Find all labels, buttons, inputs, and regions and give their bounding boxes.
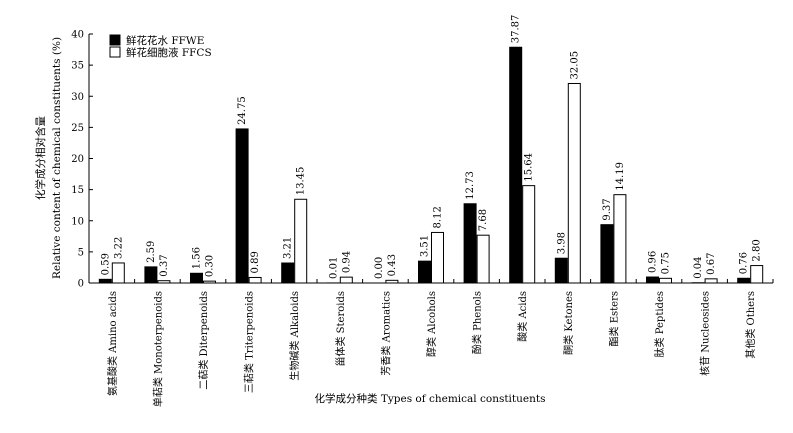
y-tick-label: 0 — [78, 279, 84, 290]
legend-label-ffwe: 鲜花花水 FFWE — [126, 34, 204, 47]
x-tick-label: 酸类 Acids — [516, 291, 529, 342]
bar-ffwe — [463, 203, 477, 284]
bar-value-labels: 0.593.22 2.590.37 1.56 0.30 24.75 0.89 3.21 13.… — [100, 15, 762, 279]
x-tick-label: 酚类 Phenols — [471, 291, 484, 354]
y-tick-label: 5 — [78, 247, 84, 258]
bar-label-ffcs: 7.68 — [478, 209, 489, 231]
bar-ffwe — [190, 272, 203, 284]
bar-label-ffwe: 9.37 — [602, 198, 613, 220]
bar-label-ffcs: 0.75 — [661, 252, 672, 274]
legend: 鲜花花水 FFWE 鲜花细胞液 FFCS — [109, 34, 212, 59]
bar-ffcs — [476, 234, 490, 284]
bar-label-ffcs: 2.80 — [752, 239, 763, 261]
y-tick-label: 10 — [71, 216, 84, 227]
y-tick-label: 40 — [71, 30, 84, 41]
x-tick-label: 芳香类 Aromatics — [379, 291, 392, 376]
bar-ffcs — [522, 185, 536, 284]
bar-ffcs — [339, 276, 353, 284]
legend-swatch-ffwe — [109, 34, 121, 46]
bar-ffcs — [294, 198, 308, 284]
bar-ffcs — [385, 279, 399, 284]
bar-label-ffwe: 24.75 — [237, 96, 248, 125]
bar-label-ffwe: 1.56 — [192, 247, 203, 269]
bar-ffwe — [418, 260, 431, 284]
bar-ffwe — [554, 257, 568, 284]
x-tick-label: 核苷 Nucleosides — [699, 291, 712, 376]
bar-label-ffcs: 3.22 — [113, 237, 124, 259]
bar-label-ffcs: 0.43 — [387, 254, 398, 276]
bar-ffcs — [111, 262, 125, 284]
bar-label-ffcs: 0.67 — [706, 253, 717, 275]
bar-ffcs — [750, 265, 764, 284]
bar-ffwe — [737, 277, 751, 284]
bar-ffwe — [646, 276, 659, 284]
x-tick-label: 酮类 Ketones — [562, 291, 575, 355]
bar-ffcs — [203, 280, 216, 284]
bar-label-ffwe: 0.04 — [693, 256, 704, 278]
bar-label-ffcs: 8.12 — [433, 206, 444, 228]
x-tick-label: 氨基酸类 Amino acids — [106, 291, 119, 396]
bar-label-ffwe: 0.76 — [739, 252, 750, 274]
bar-label-ffwe: 3.51 — [420, 235, 431, 257]
bar-label-ffcs: 0.37 — [159, 254, 170, 276]
bar-label-ffwe: 0.59 — [100, 253, 111, 275]
x-tick-label: 二萜类 Diterpenoids — [197, 291, 210, 390]
x-tick-label: 单萜类 Monoterpenoids — [151, 291, 164, 407]
x-tick-label: 肽类 Peptides — [653, 291, 666, 357]
bar-ffcs — [659, 277, 672, 284]
x-tick-label: 其他类 Others — [744, 291, 757, 359]
x-tick-label: 生物碱类 Alkaloids — [288, 291, 301, 381]
bar-label-ffcs: 13.45 — [296, 167, 307, 196]
y-tick-label: 20 — [71, 154, 84, 165]
bar-label-ffwe: 3.98 — [556, 232, 567, 254]
bar-ffcs — [248, 276, 262, 284]
bar-label-ffcs: 0.94 — [341, 251, 352, 273]
x-tick-label: 酯类 Esters — [607, 291, 620, 346]
x-tick-labels: 氨基酸类 Amino acids 单萜类 Monoterpenoids 二萜类 Di… — [106, 291, 757, 407]
bar-ffcs — [431, 231, 444, 284]
bar-ffwe — [144, 266, 158, 284]
y-axis-title-zh: 化学成分相对含量 — [34, 116, 47, 200]
legend-label-ffcs: 鲜花细胞液 FFCS — [126, 46, 212, 59]
bar-ffcs — [704, 278, 718, 284]
bar-ffcs — [567, 82, 581, 284]
bar-label-ffcs: 32.05 — [569, 51, 580, 80]
bar-ffwe — [235, 128, 249, 284]
y-axis-title: Relative content of chemical constituent… — [51, 37, 63, 279]
y-tick-label: 15 — [71, 185, 84, 196]
bar-label-ffcs: 14.19 — [615, 162, 626, 191]
bar-ffwe — [98, 278, 112, 284]
bar-ffwe — [281, 262, 295, 284]
bar-label-ffwe: 12.73 — [465, 171, 476, 200]
x-axis-title: 化学成分种类 Types of chemical constituents — [315, 392, 546, 405]
bar-label-ffwe: 0.00 — [374, 257, 385, 279]
bar-ffcs — [157, 280, 171, 284]
bar-ffcs — [613, 194, 627, 284]
bar-label-ffwe: 0.01 — [328, 257, 339, 279]
y-tick-label: 30 — [71, 92, 84, 103]
y-tick-labels: 0 5 10 15 20 25 30 35 40 — [71, 30, 84, 290]
bar-label-ffwe: 3.21 — [283, 237, 294, 259]
legend-swatch-ffcs — [109, 46, 121, 58]
bar-label-ffcs: 15.64 — [524, 153, 535, 182]
y-tick-label: 35 — [71, 61, 84, 72]
y-tick-label: 25 — [71, 123, 84, 134]
bar-label-ffwe: 0.96 — [648, 251, 659, 273]
bar-label-ffcs: 0.89 — [250, 251, 261, 273]
bar-label-ffwe: 37.87 — [511, 15, 522, 44]
bars — [98, 46, 764, 284]
x-tick-label: 三萜类 Triterpenoids — [243, 291, 256, 393]
bar-label-ffcs: 0.30 — [205, 255, 216, 277]
x-tick-label: 甾体类 Steroids — [334, 291, 347, 367]
bar-ffwe — [509, 46, 523, 284]
bar-label-ffwe: 2.59 — [146, 241, 157, 263]
x-tick-label: 醇类 Alcohols — [425, 291, 438, 357]
bar-ffwe — [600, 224, 614, 284]
